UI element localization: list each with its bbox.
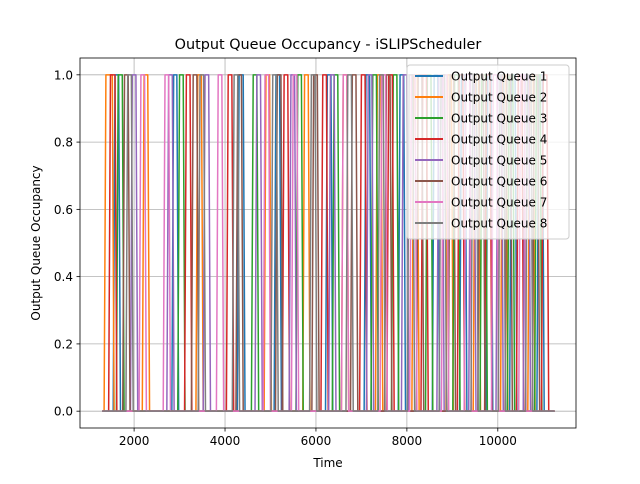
legend-label-output-queue-4: Output Queue 4 [451, 133, 547, 147]
plot-area-frame [79, 57, 577, 429]
legend-label-output-queue-6: Output Queue 6 [451, 175, 547, 189]
x-axis-ticks: 2000 4000 6000 8000 10000 [119, 428, 517, 448]
y-tick-label: 0.0 [54, 405, 73, 419]
y-tick-label: 0.2 [54, 337, 73, 351]
y-tick-label: 0.8 [54, 136, 73, 150]
legend-label-output-queue-5: Output Queue 5 [451, 154, 547, 168]
legend-label-output-queue-7: Output Queue 7 [451, 196, 547, 210]
y-tick-label: 0.6 [54, 203, 73, 217]
legend-box [406, 64, 570, 240]
chart-title: Output Queue Occupancy - iSLIPScheduler [175, 37, 482, 53]
series-line-output-queue-8 [102, 74, 555, 412]
x-tick-label: 4000 [210, 434, 241, 448]
y-axis-label: Output Queue Occupancy [29, 165, 43, 320]
legend-label-output-queue-3: Output Queue 3 [451, 112, 547, 126]
legend-label-output-queue-2: Output Queue 2 [451, 91, 547, 105]
x-tick-label: 10000 [479, 434, 517, 448]
y-axis-ticks: 0.0 0.2 0.4 0.6 0.8 1.0 [54, 68, 80, 419]
x-tick-label: 2000 [119, 434, 150, 448]
legend-label-output-queue-1: Output Queue 1 [451, 70, 547, 84]
legend-label-output-queue-8: Output Queue 8 [451, 217, 547, 231]
y-tick-label: 1.0 [54, 68, 73, 82]
x-tick-label: 6000 [301, 434, 332, 448]
y-tick-label: 0.4 [54, 270, 73, 284]
x-tick-label: 8000 [392, 434, 423, 448]
series-layer [102, 74, 555, 412]
x-axis-label: Time [312, 456, 342, 470]
legend: Output Queue 1 Output Queue 2 Output Queue… [406, 64, 570, 240]
